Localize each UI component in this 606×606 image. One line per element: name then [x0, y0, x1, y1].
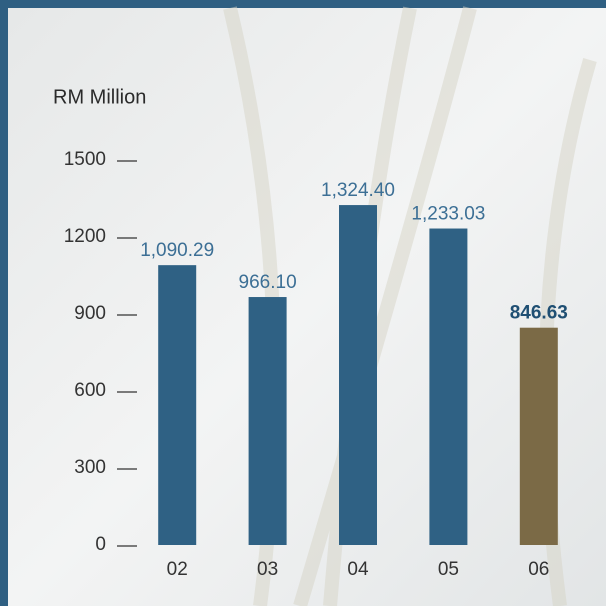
bar — [339, 205, 377, 545]
x-tick-label: 03 — [257, 559, 278, 580]
x-tick-label: 04 — [347, 559, 369, 580]
value-label: 1,233.03 — [411, 204, 485, 225]
value-label: 966.10 — [239, 272, 297, 293]
x-tick-label: 06 — [528, 559, 549, 580]
x-tick-label: 02 — [167, 559, 188, 580]
y-tick-label: 600 — [74, 380, 106, 401]
y-tick-label: 900 — [74, 303, 106, 324]
value-label: 846.63 — [510, 303, 568, 324]
bar — [248, 297, 287, 545]
panel — [8, 8, 606, 606]
y-tick-label: 0 — [95, 534, 106, 555]
y-axis-label: RM Million — [53, 86, 146, 108]
value-label: 1,324.40 — [321, 180, 395, 201]
bar — [158, 265, 197, 545]
value-label: 1,090.29 — [140, 240, 214, 261]
x-tick-label: 05 — [438, 559, 459, 580]
y-tick-label: 1200 — [64, 226, 106, 247]
y-tick-label: 300 — [74, 457, 106, 478]
y-tick-label: 1500 — [64, 149, 106, 170]
bar — [519, 327, 558, 545]
bar — [429, 228, 468, 546]
